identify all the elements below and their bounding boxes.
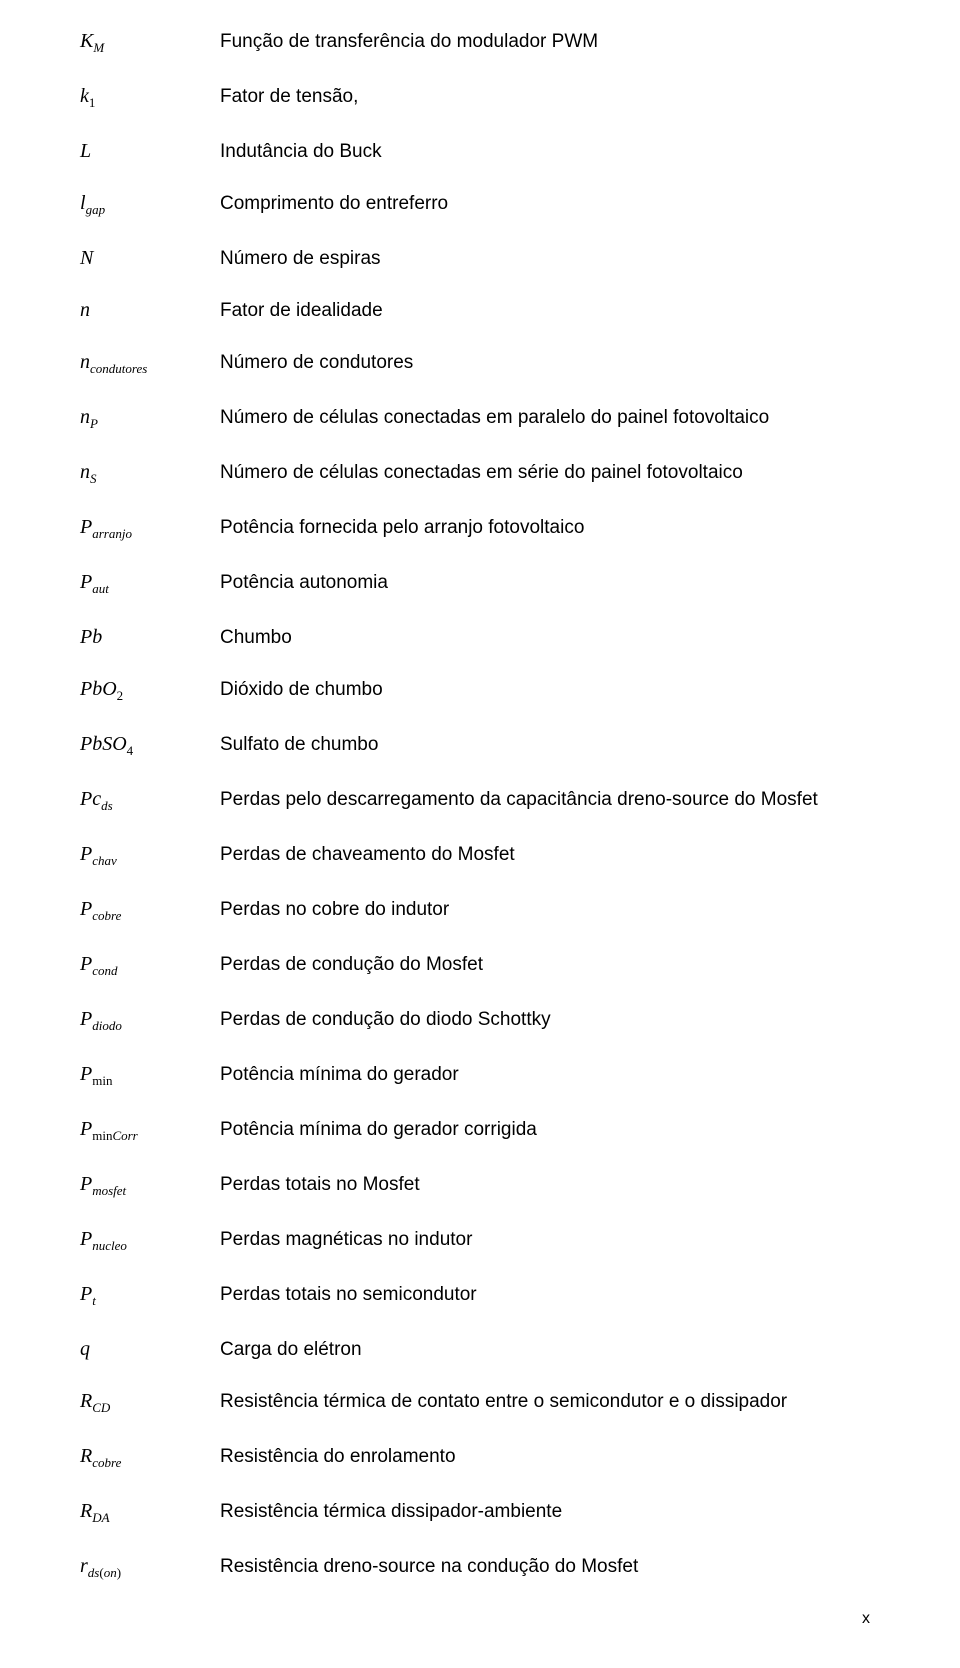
symbol-row: lgapComprimento do entreferro: [80, 192, 880, 218]
symbol-list: KMFunção de transferência do modulador P…: [80, 30, 880, 1581]
symbol-row: RCDResistência térmica de contato entre …: [80, 1390, 880, 1416]
symbol-cell: Pb: [80, 626, 220, 649]
symbol-cell: RCD: [80, 1390, 220, 1416]
description-cell: Resistência térmica de contato entre o s…: [220, 1391, 880, 1413]
description-cell: Número de condutores: [220, 352, 880, 374]
description-cell: Potência autonomia: [220, 572, 880, 594]
symbol-row: PminPotência mínima do gerador: [80, 1063, 880, 1089]
description-cell: Resistência térmica dissipador-ambiente: [220, 1501, 880, 1523]
description-cell: Potência fornecida pelo arranjo fotovolt…: [220, 517, 880, 539]
description-cell: Número de células conectadas em série do…: [220, 462, 880, 484]
description-cell: Perdas totais no semicondutor: [220, 1284, 880, 1306]
symbol-row: RDAResistência térmica dissipador-ambien…: [80, 1500, 880, 1526]
symbol-cell: Pchav: [80, 843, 220, 869]
description-cell: Perdas de condução do diodo Schottky: [220, 1009, 880, 1031]
symbol-cell: Parranjo: [80, 516, 220, 542]
description-cell: Potência mínima do gerador corrigida: [220, 1119, 880, 1141]
symbol-cell: nS: [80, 461, 220, 487]
symbol-cell: rds(on): [80, 1555, 220, 1581]
symbol-cell: PminCorr: [80, 1118, 220, 1144]
symbol-row: nSNúmero de células conectadas em série …: [80, 461, 880, 487]
symbol-cell: Pnucleo: [80, 1228, 220, 1254]
symbol-row: PcdsPerdas pelo descarregamento da capac…: [80, 788, 880, 814]
symbol-cell: RDA: [80, 1500, 220, 1526]
symbol-cell: lgap: [80, 192, 220, 218]
description-cell: Perdas de chaveamento do Mosfet: [220, 844, 880, 866]
description-cell: Resistência do enrolamento: [220, 1446, 880, 1468]
symbol-cell: Pcond: [80, 953, 220, 979]
description-cell: Função de transferência do modulador PWM: [220, 31, 880, 53]
symbol-row: PautPotência autonomia: [80, 571, 880, 597]
symbol-row: NNúmero de espiras: [80, 247, 880, 270]
description-cell: Perdas no cobre do indutor: [220, 899, 880, 921]
symbol-row: RcobreResistência do enrolamento: [80, 1445, 880, 1471]
symbol-cell: PbO2: [80, 678, 220, 704]
symbol-cell: k1: [80, 85, 220, 111]
page-number: x: [80, 1610, 880, 1628]
symbol-cell: Pt: [80, 1283, 220, 1309]
symbol-row: PminCorrPotência mínima do gerador corri…: [80, 1118, 880, 1144]
symbol-row: PcobrePerdas no cobre do indutor: [80, 898, 880, 924]
symbol-cell: Paut: [80, 571, 220, 597]
symbol-cell: Pmosfet: [80, 1173, 220, 1199]
description-cell: Fator de tensão,: [220, 86, 880, 108]
symbol-cell: Pmin: [80, 1063, 220, 1089]
symbol-cell: ncondutores: [80, 351, 220, 377]
symbol-row: rds(on)Resistência dreno-source na condu…: [80, 1555, 880, 1581]
symbol-cell: PbSO4: [80, 733, 220, 759]
description-cell: Perdas totais no Mosfet: [220, 1174, 880, 1196]
description-cell: Sulfato de chumbo: [220, 734, 880, 756]
symbol-cell: L: [80, 140, 220, 163]
symbol-row: PdiodoPerdas de condução do diodo Schott…: [80, 1008, 880, 1034]
symbol-row: PmosfetPerdas totais no Mosfet: [80, 1173, 880, 1199]
description-cell: Número de células conectadas em paralelo…: [220, 407, 880, 429]
symbol-cell: N: [80, 247, 220, 270]
description-cell: Chumbo: [220, 627, 880, 649]
symbol-row: PbChumbo: [80, 626, 880, 649]
symbol-row: k1Fator de tensão,: [80, 85, 880, 111]
description-cell: Perdas de condução do Mosfet: [220, 954, 880, 976]
symbol-row: ncondutoresNúmero de condutores: [80, 351, 880, 377]
symbol-row: PtPerdas totais no semicondutor: [80, 1283, 880, 1309]
symbol-row: LIndutância do Buck: [80, 140, 880, 163]
symbol-row: qCarga do elétron: [80, 1338, 880, 1361]
symbol-cell: KM: [80, 30, 220, 56]
description-cell: Comprimento do entreferro: [220, 193, 880, 215]
description-cell: Carga do elétron: [220, 1339, 880, 1361]
description-cell: Potência mínima do gerador: [220, 1064, 880, 1086]
symbol-row: KMFunção de transferência do modulador P…: [80, 30, 880, 56]
symbol-cell: nP: [80, 406, 220, 432]
description-cell: Resistência dreno-source na condução do …: [220, 1556, 880, 1578]
symbol-cell: Pcds: [80, 788, 220, 814]
symbol-cell: Rcobre: [80, 1445, 220, 1471]
symbol-row: nFator de idealidade: [80, 299, 880, 322]
description-cell: Indutância do Buck: [220, 141, 880, 163]
symbol-cell: Pdiodo: [80, 1008, 220, 1034]
symbol-cell: q: [80, 1338, 220, 1361]
description-cell: Perdas magnéticas no indutor: [220, 1229, 880, 1251]
symbol-cell: Pcobre: [80, 898, 220, 924]
description-cell: Perdas pelo descarregamento da capacitân…: [220, 789, 880, 811]
symbol-row: PcondPerdas de condução do Mosfet: [80, 953, 880, 979]
symbol-row: PnucleoPerdas magnéticas no indutor: [80, 1228, 880, 1254]
symbol-row: PchavPerdas de chaveamento do Mosfet: [80, 843, 880, 869]
description-cell: Dióxido de chumbo: [220, 679, 880, 701]
symbol-row: PbSO4Sulfato de chumbo: [80, 733, 880, 759]
description-cell: Fator de idealidade: [220, 300, 880, 322]
symbol-row: ParranjoPotência fornecida pelo arranjo …: [80, 516, 880, 542]
symbol-row: PbO2Dióxido de chumbo: [80, 678, 880, 704]
description-cell: Número de espiras: [220, 248, 880, 270]
symbol-row: nPNúmero de células conectadas em parale…: [80, 406, 880, 432]
symbol-cell: n: [80, 299, 220, 322]
